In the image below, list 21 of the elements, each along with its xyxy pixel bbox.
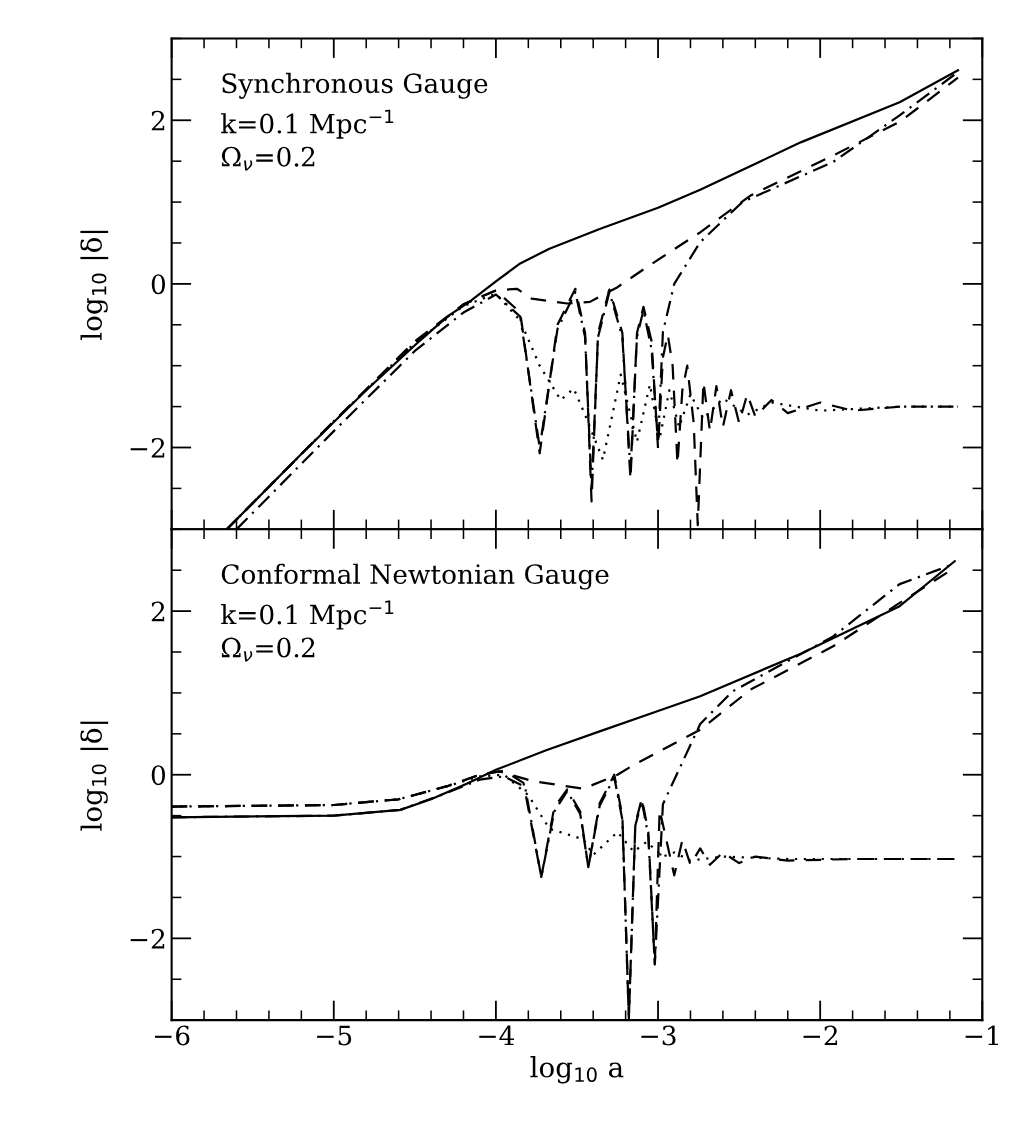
annotation: Synchronous Gauge xyxy=(222,72,488,99)
annotation: Ω$_{ν}$=0.2 xyxy=(221,637,315,662)
y-tick-label: 2 xyxy=(151,601,165,622)
annotation: Conformal Newtonian Gauge xyxy=(221,563,609,590)
x-tick-label: −1 xyxy=(965,1025,998,1046)
y-tick-label: −2 xyxy=(130,928,165,949)
y-axis-title: log$_{10}$ |δ| xyxy=(80,721,109,831)
annotation: k=0.1 Mpc$^{−1}$ xyxy=(221,109,394,139)
x-tick-label: −4 xyxy=(479,1025,515,1046)
annotation: k=0.1 Mpc$^{−1}$ xyxy=(221,600,394,630)
y-tick-label: −2 xyxy=(130,437,165,458)
annotation: Ω$_{ν}$=0.2 xyxy=(221,146,315,171)
x-tick-label: −5 xyxy=(317,1025,352,1046)
x-tick-label: −3 xyxy=(641,1025,676,1046)
x-tick-label: −2 xyxy=(803,1025,838,1046)
y-tick-label: 2 xyxy=(151,110,165,131)
y-tick-label: 0 xyxy=(151,765,166,786)
x-axis-title: log$_{10}$ a xyxy=(530,1056,624,1084)
y-tick-label: 0 xyxy=(151,274,166,295)
x-tick-label: −6 xyxy=(154,1025,190,1046)
y-axis-title: log$_{10}$ |δ| xyxy=(80,230,109,340)
